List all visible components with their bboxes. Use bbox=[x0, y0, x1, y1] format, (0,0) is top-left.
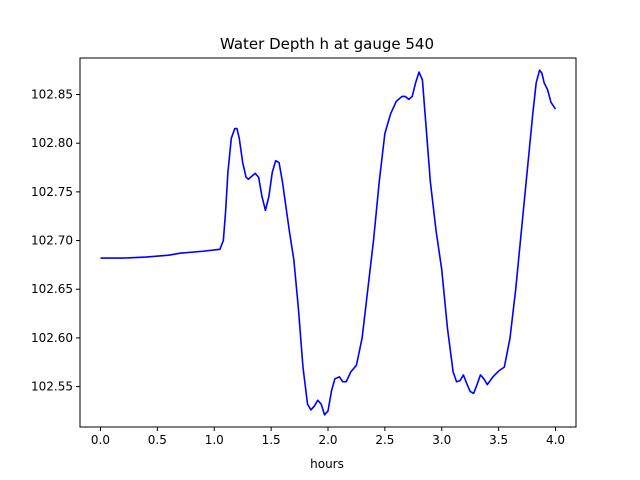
x-tick-label: 2.5 bbox=[375, 433, 394, 447]
x-axis: 0.0 0.5 1.0 1.5 2.0 2.5 3.0 3.5 4.0 bbox=[91, 427, 565, 447]
y-tick-label: 102.65 bbox=[31, 282, 73, 296]
x-tick-label: 2.0 bbox=[318, 433, 337, 447]
x-tick-label: 4.0 bbox=[546, 433, 565, 447]
plot-area bbox=[79, 57, 577, 428]
y-tick-label: 102.70 bbox=[31, 234, 73, 248]
x-tick-label: 3.5 bbox=[489, 433, 508, 447]
x-tick-label: 1.0 bbox=[205, 433, 224, 447]
x-axis-label: hours bbox=[310, 457, 344, 471]
y-tick-label: 102.75 bbox=[31, 185, 73, 199]
x-tick-label: 0.5 bbox=[148, 433, 167, 447]
y-axis: 102.55 102.60 102.65 102.70 102.75 102.80 102.… bbox=[31, 88, 80, 394]
x-tick-label: 0.0 bbox=[91, 433, 110, 447]
x-tick-label: 1.5 bbox=[262, 433, 281, 447]
y-tick-label: 102.85 bbox=[31, 88, 73, 102]
x-tick-label: 3.0 bbox=[432, 433, 451, 447]
series-line-0 bbox=[100, 69, 557, 416]
y-tick-label: 102.55 bbox=[31, 380, 73, 394]
chart-title: Water Depth h at gauge 540 bbox=[220, 35, 434, 53]
plot-frame bbox=[79, 57, 577, 428]
y-tick-label: 102.80 bbox=[31, 136, 73, 150]
y-tick-label: 102.60 bbox=[31, 331, 73, 345]
